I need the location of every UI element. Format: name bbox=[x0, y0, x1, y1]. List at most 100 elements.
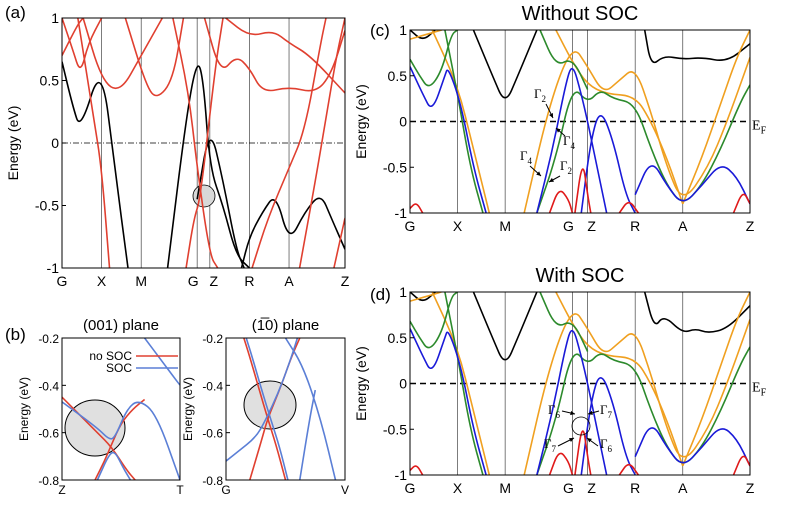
band-line bbox=[284, 338, 337, 480]
band-line bbox=[410, 66, 487, 213]
legend-label: SOC bbox=[106, 361, 132, 375]
band-line bbox=[410, 292, 436, 302]
x-tick-label: G bbox=[57, 273, 68, 289]
x-tick-label: T bbox=[176, 483, 184, 497]
y-tick-label: 1 bbox=[399, 284, 407, 300]
panel-label: (c) bbox=[370, 21, 390, 40]
band-line bbox=[62, 18, 84, 56]
plot-frame bbox=[61, 337, 181, 481]
band-line bbox=[548, 452, 574, 475]
plot-frame bbox=[61, 17, 346, 269]
fermi-level-label: EF bbox=[752, 381, 767, 399]
highlight-circle bbox=[64, 399, 126, 457]
annotation-arrowhead bbox=[570, 410, 575, 416]
x-tick-label: G bbox=[563, 480, 574, 496]
x-tick-label: Z bbox=[210, 273, 219, 289]
band-line bbox=[410, 30, 436, 40]
band-line bbox=[298, 18, 345, 268]
panel-label: (d) bbox=[370, 285, 391, 304]
band-line bbox=[682, 30, 750, 205]
band-line bbox=[444, 292, 484, 475]
series-group bbox=[410, 292, 750, 475]
symmetry-label: Γ2 bbox=[534, 86, 546, 104]
band-line bbox=[96, 451, 132, 480]
x-tick-label: Z bbox=[587, 218, 596, 234]
x-tick-label: Z bbox=[746, 480, 755, 496]
band-line bbox=[203, 18, 345, 92]
y-tick-label: -0.8 bbox=[38, 474, 59, 488]
y-tick-label: -0.6 bbox=[202, 427, 223, 441]
annotation-arrowhead bbox=[569, 438, 574, 442]
panel-label: (a) bbox=[5, 3, 26, 22]
band-line bbox=[472, 292, 538, 361]
y-tick-label: 0 bbox=[399, 114, 407, 130]
series-group bbox=[410, 30, 750, 213]
band-line bbox=[643, 30, 750, 64]
symmetry-label: Γ4 bbox=[520, 148, 533, 166]
x-tick-label: M bbox=[135, 273, 147, 289]
chart-panel: -0.2 -0.4 -0.6 -0.8G V Energy (eV) (1̅0) plane bbox=[181, 317, 349, 497]
x-tick-label: A bbox=[678, 218, 688, 234]
panel-title: Without SOC bbox=[522, 3, 639, 25]
x-tick-label: M bbox=[499, 480, 511, 496]
band-line bbox=[618, 463, 640, 475]
band-line bbox=[185, 18, 224, 268]
fermi-level-label: EF bbox=[752, 119, 767, 137]
x-tick-label: G bbox=[563, 218, 574, 234]
y-axis-label: Energy (eV) bbox=[181, 377, 195, 441]
band-line bbox=[472, 30, 538, 99]
band-line bbox=[251, 18, 327, 268]
y-tick-label: -0.4 bbox=[38, 379, 59, 393]
band-line bbox=[523, 51, 750, 213]
x-tick-label: G bbox=[405, 218, 416, 234]
panel-title: (001) plane bbox=[83, 317, 159, 334]
band-line bbox=[196, 139, 245, 268]
band-line bbox=[143, 338, 180, 386]
band-line bbox=[618, 201, 640, 213]
band-line bbox=[732, 193, 750, 213]
annotation-arrowhead bbox=[549, 113, 553, 118]
y-tick-label: 0 bbox=[51, 135, 59, 151]
band-line bbox=[333, 217, 345, 268]
band-line bbox=[682, 292, 750, 467]
annotation-arrowhead bbox=[588, 410, 593, 415]
panel-label: (b) bbox=[5, 325, 26, 344]
y-tick-label: -0.6 bbox=[38, 427, 59, 441]
annotation-arrowhead bbox=[536, 171, 541, 176]
band-line bbox=[536, 84, 750, 213]
band-line bbox=[523, 313, 750, 475]
band-line bbox=[634, 427, 750, 467]
band-line bbox=[62, 401, 180, 480]
y-axis-label: Energy (eV) bbox=[353, 84, 369, 159]
band-line bbox=[166, 65, 250, 268]
x-tick-label: V bbox=[341, 483, 349, 497]
y-tick-label: 1 bbox=[51, 10, 59, 26]
x-tick-label: X bbox=[453, 218, 463, 234]
highlight-circle bbox=[243, 380, 297, 430]
x-tick-label: R bbox=[630, 218, 640, 234]
x-tick-label: X bbox=[97, 273, 107, 289]
x-tick-label: Z bbox=[341, 273, 350, 289]
band-line bbox=[410, 292, 459, 349]
band-line bbox=[298, 389, 317, 480]
x-tick-label: X bbox=[453, 480, 463, 496]
y-tick-label: 1 bbox=[399, 22, 407, 38]
band-line bbox=[82, 18, 164, 90]
band-line bbox=[62, 18, 103, 69]
x-tick-label: R bbox=[244, 273, 254, 289]
y-tick-label: -0.2 bbox=[38, 332, 59, 346]
y-tick-label: 0.5 bbox=[388, 68, 408, 84]
band-line bbox=[410, 203, 424, 213]
band-line bbox=[732, 455, 750, 475]
y-axis-label: Energy (eV) bbox=[5, 106, 21, 181]
legend-label: no SOC bbox=[89, 349, 132, 363]
band-line bbox=[226, 338, 299, 462]
band-line bbox=[444, 30, 484, 213]
band-line bbox=[536, 67, 608, 213]
series-group bbox=[226, 338, 337, 480]
x-tick-label: Z bbox=[746, 218, 755, 234]
x-tick-label: Z bbox=[587, 480, 596, 496]
y-tick-label: -0.2 bbox=[202, 332, 223, 346]
y-tick-label: -1 bbox=[395, 205, 408, 221]
